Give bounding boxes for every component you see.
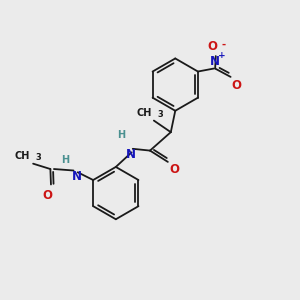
Text: N: N (72, 170, 82, 183)
Text: O: O (169, 164, 179, 176)
Text: 3: 3 (157, 110, 163, 119)
Text: -: - (221, 40, 225, 50)
Text: N: N (126, 148, 136, 160)
Text: CH: CH (14, 151, 30, 161)
Text: +: + (218, 51, 225, 60)
Text: O: O (42, 189, 52, 202)
Text: O: O (232, 79, 242, 92)
Text: N: N (210, 55, 220, 68)
Text: O: O (208, 40, 218, 52)
Text: H: H (117, 130, 125, 140)
Text: H: H (61, 154, 69, 165)
Text: CH: CH (136, 108, 152, 118)
Text: 3: 3 (35, 153, 41, 162)
